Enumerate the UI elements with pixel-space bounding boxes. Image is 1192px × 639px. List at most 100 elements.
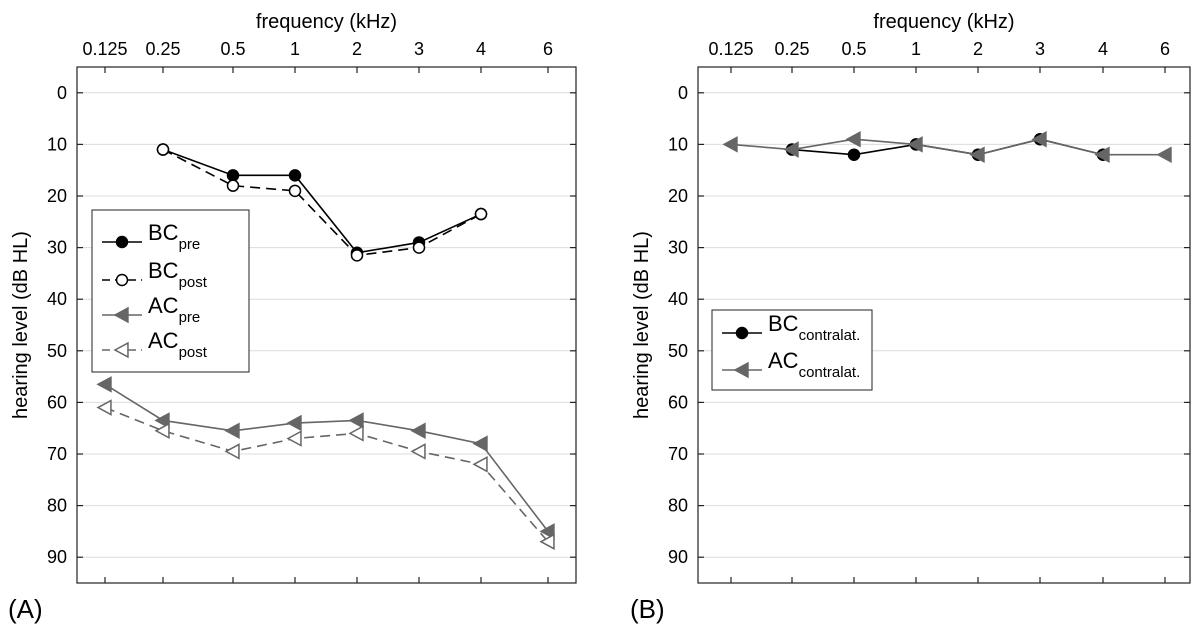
legend-entry: ACpre bbox=[148, 293, 200, 326]
data-point bbox=[472, 456, 488, 473]
data-point bbox=[733, 361, 749, 379]
y-tick-label: 0 bbox=[678, 83, 688, 103]
data-point bbox=[286, 414, 302, 432]
data-point bbox=[1156, 146, 1172, 163]
data-point bbox=[722, 136, 738, 153]
data-point bbox=[96, 399, 112, 416]
data-point bbox=[410, 443, 426, 460]
x-tick-label: 4 bbox=[476, 39, 486, 59]
data-point bbox=[472, 435, 488, 452]
legend-entry: BCpost bbox=[148, 258, 208, 291]
x-tick-label: 0.5 bbox=[220, 39, 245, 59]
data-point bbox=[156, 143, 170, 156]
x-tick-label: 4 bbox=[1098, 39, 1108, 59]
y-tick-label: 90 bbox=[668, 547, 688, 567]
data-point bbox=[348, 412, 364, 429]
panel-a: 0 10 20 30 40 50 60 70 80 90 0.125 0.25 0.5 1 2 3 4 6 freq… bbox=[8, 11, 577, 624]
x-tick-label: 0.25 bbox=[774, 39, 809, 59]
series-line bbox=[104, 383, 549, 532]
y-axis-label: hearing level (dB HL) bbox=[631, 231, 653, 419]
y-tick-label: 70 bbox=[47, 444, 67, 464]
data-point bbox=[735, 326, 749, 340]
data-point bbox=[224, 422, 240, 440]
legend-entry: BCcontralat. bbox=[768, 311, 860, 344]
x-tick-label: 2 bbox=[352, 39, 362, 59]
y-tick-label: 30 bbox=[668, 238, 688, 258]
data-point bbox=[224, 443, 240, 460]
data-point bbox=[113, 341, 129, 359]
y-tick-label: 70 bbox=[668, 444, 688, 464]
legend-entry: BCpre bbox=[148, 220, 200, 253]
y-tick-label: 40 bbox=[668, 289, 688, 309]
series-line bbox=[730, 138, 1165, 156]
series-bc-contralat bbox=[785, 132, 1110, 161]
y-tick-label: 80 bbox=[668, 496, 688, 516]
series-ac-pre bbox=[96, 376, 555, 540]
data-point bbox=[226, 169, 240, 182]
y-tick-label: 50 bbox=[47, 341, 67, 361]
data-point bbox=[226, 179, 240, 192]
y-tick-label: 90 bbox=[47, 547, 67, 567]
y-tick-label: 20 bbox=[47, 186, 67, 206]
data-point bbox=[783, 141, 799, 158]
series-bc-post bbox=[156, 143, 488, 262]
series-ac-post bbox=[96, 399, 555, 550]
data-point bbox=[113, 306, 129, 324]
legend-entry: ACpost bbox=[148, 328, 208, 361]
y-tick-label: 60 bbox=[47, 392, 67, 412]
panel-label: (A) bbox=[8, 594, 43, 624]
plot-frame bbox=[697, 66, 1191, 584]
x-tick-label: 3 bbox=[1035, 39, 1045, 59]
x-axis-label: frequency (kHz) bbox=[256, 11, 397, 33]
data-point bbox=[410, 422, 426, 440]
x-tick-label: 0.25 bbox=[145, 39, 180, 59]
legend: BCcontralat. ACcontralat. bbox=[711, 309, 873, 391]
data-point bbox=[969, 146, 985, 163]
panel-b: 0 10 20 30 40 50 60 70 80 90 0.125 0.25 0.5 1 2 3 4 6 freq… bbox=[630, 11, 1191, 624]
y-tick-label: 10 bbox=[668, 134, 688, 154]
data-point bbox=[907, 136, 923, 153]
x-tick-label: 6 bbox=[543, 39, 553, 59]
x-axis-label: frequency (kHz) bbox=[873, 11, 1014, 33]
x-tick-label: 1 bbox=[290, 39, 300, 59]
y-tick-label: 30 bbox=[47, 238, 67, 258]
legend-box bbox=[711, 309, 873, 391]
series-ac-contralat bbox=[722, 130, 1172, 163]
data-point bbox=[539, 523, 555, 540]
data-point bbox=[474, 207, 488, 221]
x-tick-label: 0.125 bbox=[82, 39, 127, 59]
y-tick-label: 60 bbox=[668, 392, 688, 412]
data-point bbox=[847, 148, 861, 161]
series-line bbox=[162, 148, 482, 254]
y-tick-label: 40 bbox=[47, 289, 67, 309]
y-tick-label: 80 bbox=[47, 496, 67, 516]
data-point bbox=[845, 130, 861, 148]
x-tick-label: 0.125 bbox=[708, 39, 753, 59]
data-point bbox=[1094, 146, 1110, 163]
y-axis-label: hearing level (dB HL) bbox=[10, 231, 32, 419]
data-point bbox=[288, 169, 302, 182]
data-point bbox=[115, 235, 129, 249]
data-point bbox=[1031, 130, 1047, 148]
series-line bbox=[104, 406, 549, 543]
legend-box bbox=[91, 209, 250, 373]
x-tick-label: 6 bbox=[1160, 39, 1170, 59]
data-point bbox=[539, 533, 555, 550]
x-tick-label: 2 bbox=[973, 39, 983, 59]
series-line bbox=[162, 148, 482, 257]
data-point bbox=[412, 241, 426, 254]
x-tick-label: 1 bbox=[911, 39, 921, 59]
y-tick-label: 0 bbox=[57, 83, 67, 103]
data-point bbox=[350, 249, 364, 262]
data-point bbox=[154, 412, 170, 429]
data-point bbox=[154, 422, 170, 440]
data-point bbox=[115, 273, 129, 287]
y-tick-label: 50 bbox=[668, 341, 688, 361]
data-point bbox=[286, 430, 302, 447]
x-tick-label: 0.5 bbox=[841, 39, 866, 59]
data-point bbox=[96, 376, 112, 393]
y-tick-label: 10 bbox=[47, 134, 67, 154]
plot-frame bbox=[76, 66, 577, 584]
